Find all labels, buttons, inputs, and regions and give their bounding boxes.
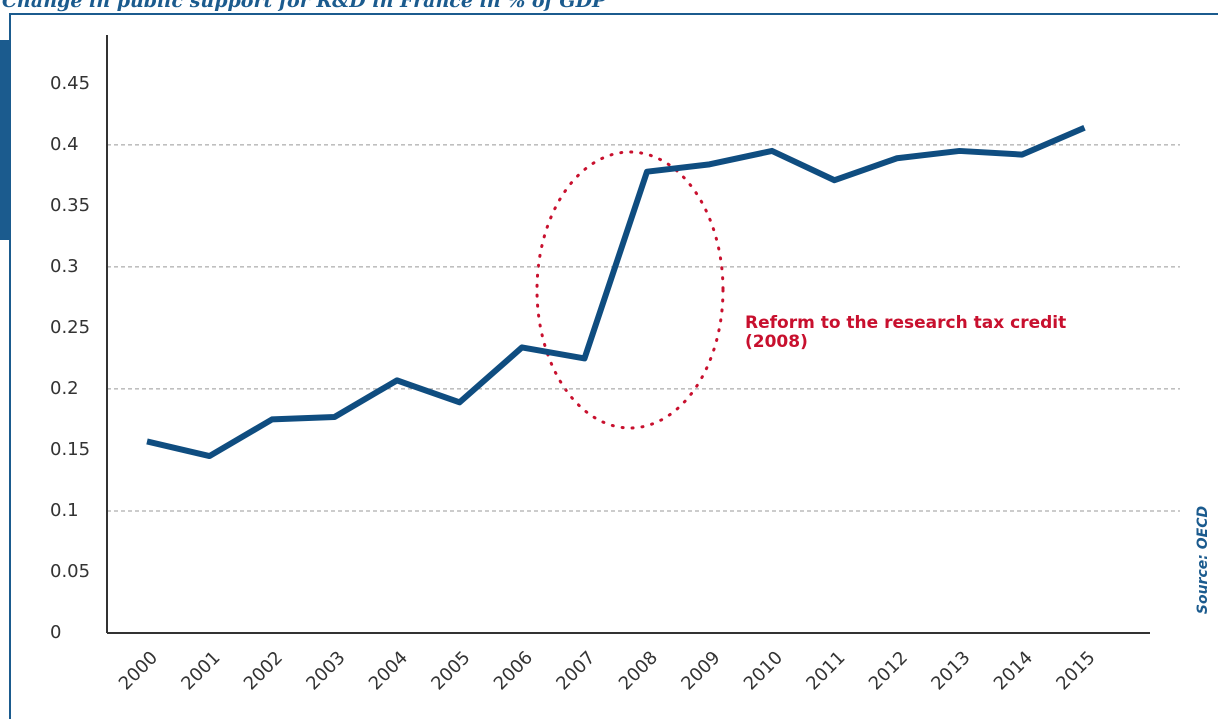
annotation: Reform to the research tax credit	[745, 313, 1066, 333]
y-tick-label: 0.35	[50, 195, 90, 216]
x-tick-label: 2006	[490, 647, 537, 694]
data-line	[146, 124, 1086, 460]
y-tick-label: 0.2	[50, 378, 79, 399]
frame	[9, 13, 1218, 723]
y-tick-label: 0.45	[50, 73, 90, 94]
chart-title: Change in public support for R&D in Fran…	[2, 0, 607, 12]
y-tick-label: 0.25	[50, 317, 90, 338]
x-tick-label: 2007	[552, 647, 599, 694]
x-tick-label: 2009	[677, 647, 724, 694]
x-tick-label: 2012	[865, 647, 912, 694]
x-tick-label: 2013	[927, 647, 974, 694]
x-tick-label: 2003	[302, 647, 349, 694]
x-tick-label: 2000	[115, 647, 162, 694]
side-tab	[0, 40, 10, 240]
x-tick-label: 2011	[802, 647, 849, 694]
y-tick-label: 0.3	[50, 256, 79, 277]
annotation: (2008)	[745, 332, 808, 352]
y-tick-label: 0.15	[50, 439, 90, 460]
x-tick-label: 2008	[615, 647, 662, 694]
highlight-ellipse	[535, 150, 725, 430]
y-tick-label: 0	[50, 622, 61, 643]
x-tick-label: 2015	[1052, 647, 1099, 694]
x-tick-label: 2014	[990, 647, 1037, 694]
x-tick-label: 2005	[427, 647, 474, 694]
source: Source: OECD	[1195, 506, 1211, 614]
x-tick-label: 2004	[365, 647, 412, 694]
x-tick-label: 2001	[177, 647, 224, 694]
y-tick-label: 0.1	[50, 500, 79, 521]
x-tick-label: 2010	[740, 647, 787, 694]
y-tick-label: 0.05	[50, 561, 90, 582]
y-tick-label: 0.4	[50, 134, 79, 155]
x-tick-label: 2002	[240, 647, 287, 694]
